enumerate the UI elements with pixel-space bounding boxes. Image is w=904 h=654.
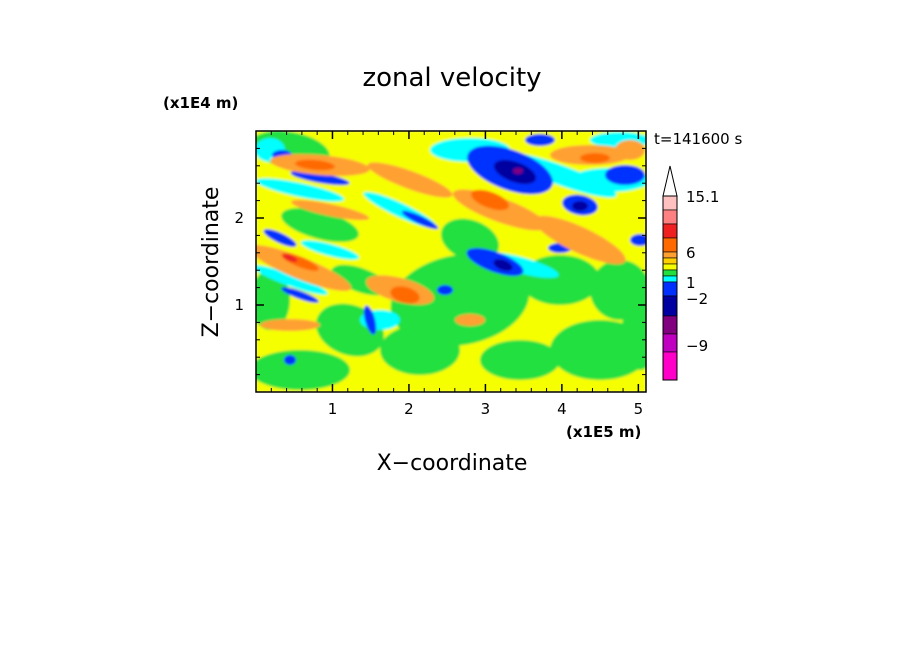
field-region-green-0 <box>390 254 530 346</box>
field-region-orange-51 <box>615 140 645 160</box>
field-region-blue-31 <box>281 287 319 303</box>
colorbar-label-1: 6 <box>686 244 696 262</box>
field-region-navy-42 <box>493 259 513 271</box>
field-region-green-1 <box>550 320 646 380</box>
field-region-blue-29 <box>290 170 350 186</box>
colorbar-label-0: 15.1 <box>686 188 719 206</box>
field-region-purple-60 <box>513 168 523 174</box>
field-region-blue-39 <box>525 134 555 146</box>
x-tick-label-1: 1 <box>328 400 338 418</box>
field-region-orange-45 <box>367 162 453 198</box>
colorbar-swatch-3 <box>662 237 678 253</box>
chart-title: zonal velocity <box>362 63 541 93</box>
colorbar-swatch-1 <box>662 209 678 225</box>
field-region-dark-orange-58 <box>580 153 610 163</box>
colorbar-swatch-9 <box>662 281 678 297</box>
colorbar-extend-arrow <box>662 165 678 197</box>
x-axis-title: X−coordinate <box>377 451 528 476</box>
field-region-orange-50 <box>290 199 370 221</box>
x-tick-label-2: 2 <box>404 400 414 418</box>
plot-frame <box>255 130 647 393</box>
y-axis: 12 <box>234 147 646 376</box>
field-region-blue-27 <box>605 165 645 185</box>
field-region-cyan-14 <box>256 178 345 202</box>
field-region-orange-47 <box>534 215 626 265</box>
y-unit-label: (x1E4 m) <box>163 94 238 112</box>
field-region-blue-30 <box>263 229 297 247</box>
colorbar-swatch-2 <box>662 223 678 239</box>
colorbar-swatch-4 <box>662 251 678 259</box>
field-region-dark-orange-57 <box>390 286 420 304</box>
colorbar-swatch-5 <box>662 257 678 265</box>
colorbar-swatch-7 <box>662 269 678 277</box>
field-region-green-13 <box>622 290 646 370</box>
colorbar-swatch-12 <box>662 333 678 353</box>
field-region-cyan-15 <box>256 265 328 295</box>
field-region-blue-37 <box>363 305 377 335</box>
colorbar-swatch-0 <box>662 195 678 211</box>
field-region-green-5 <box>380 325 460 375</box>
field-region-dark-orange-56 <box>295 159 335 171</box>
field-region-green-12 <box>256 270 290 330</box>
x-tick-label-3: 3 <box>481 400 491 418</box>
field-region-navy-41 <box>572 201 588 211</box>
contour-field <box>256 131 646 392</box>
colorbar-swatch-8 <box>662 275 678 283</box>
colorbar-frame <box>662 195 678 381</box>
colorbar-swatch-11 <box>662 315 678 335</box>
field-region-orange-52 <box>260 319 320 331</box>
x-axis: 1 2 3 4 5 <box>270 131 644 418</box>
time-label: t=141600 s <box>654 130 742 148</box>
y-tick-label-1: 1 <box>234 296 244 314</box>
x-unit-label: (x1E5 m) <box>566 423 641 441</box>
y-tick-label-2: 2 <box>234 209 244 227</box>
y-axis-title: Z−coordinate <box>199 187 224 338</box>
colorbar-swatch-10 <box>662 295 678 317</box>
field-region-blue-32 <box>401 210 439 230</box>
x-tick-label-4: 4 <box>557 400 567 418</box>
field-region-green-10 <box>281 207 359 243</box>
field-region-blue-33 <box>437 285 453 295</box>
colorbar-swatch-6 <box>662 263 678 271</box>
x-tick-label-5: 5 <box>634 400 644 418</box>
colorbar-swatch-13 <box>662 351 678 381</box>
field-region-green-3 <box>256 350 350 390</box>
colorbar: 15.1 6 1−2 −9 <box>662 165 719 381</box>
colorbar-label-2: 1 <box>686 274 696 292</box>
field-region-orange-44 <box>256 245 352 291</box>
field-region-blue-38 <box>284 355 296 365</box>
colorbar-label-3: −2 <box>686 290 708 308</box>
field-region-dark-orange-54 <box>471 189 509 211</box>
field-region-blue-36 <box>630 234 646 246</box>
field-region-green-2 <box>480 340 560 380</box>
colorbar-label-4: −9 <box>686 337 708 355</box>
field-region-red-59 <box>282 253 298 263</box>
field-region-orange-53 <box>455 314 485 326</box>
field-region-cyan-23 <box>300 240 360 260</box>
